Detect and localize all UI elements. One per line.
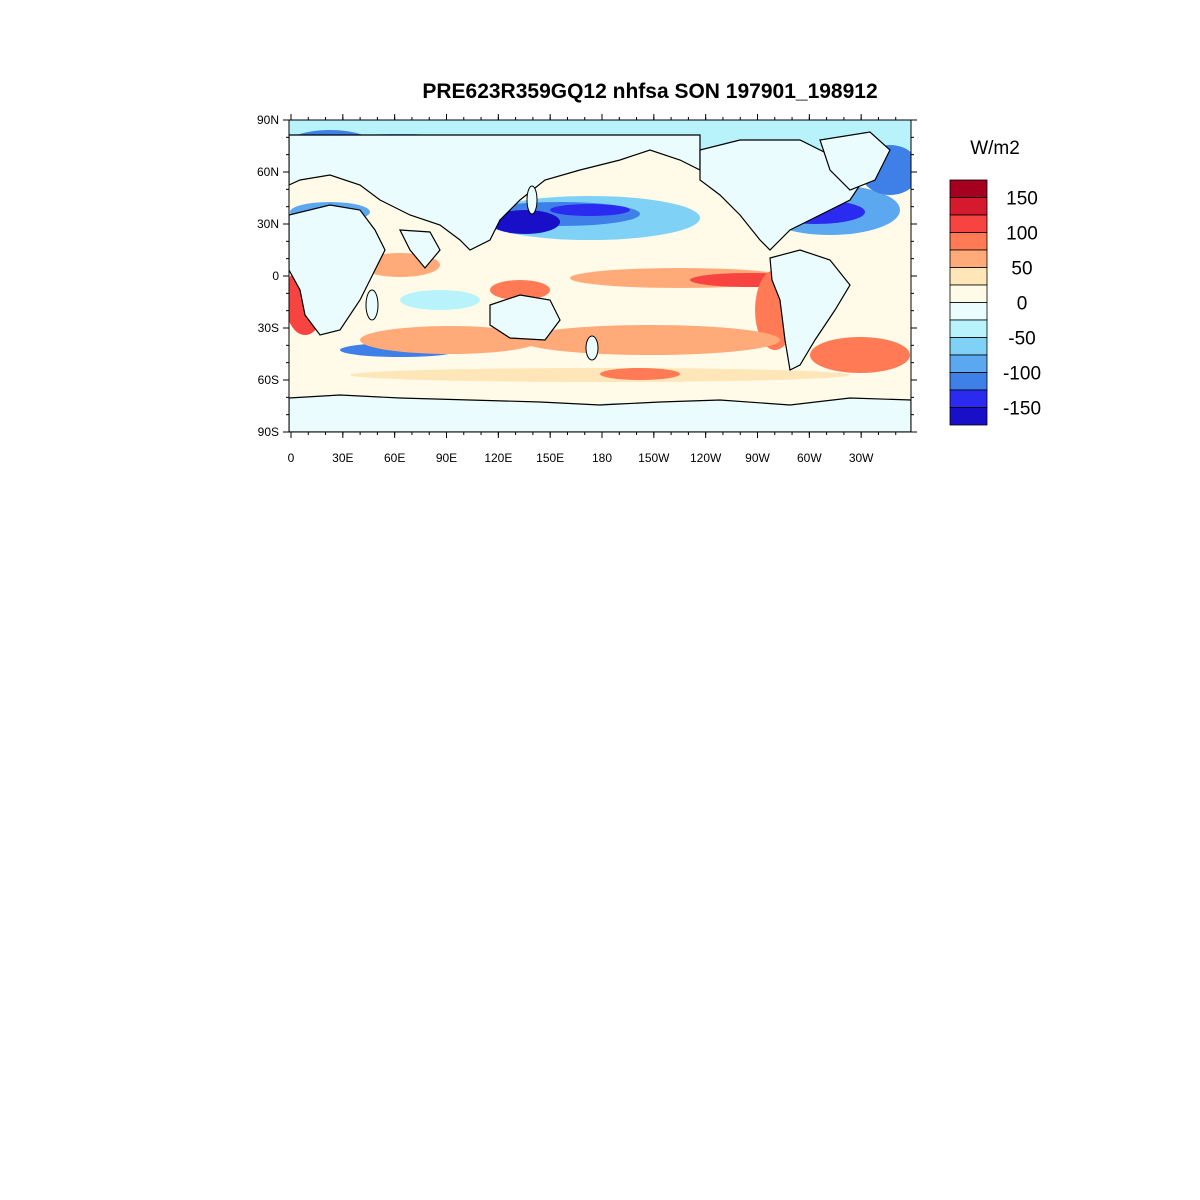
new-zealand-land: [585, 335, 599, 361]
colorbar-swatch: [949, 389, 988, 408]
colorbar-label: 150: [1006, 189, 1038, 210]
colorbar-swatch: [949, 319, 988, 338]
x-tick-label: 120W: [690, 451, 722, 465]
greenland-land: [819, 131, 891, 191]
colorbar-units: W/m2: [970, 138, 1020, 159]
north-america-land: [699, 139, 861, 251]
colorbar-swatch: [949, 232, 988, 251]
colorbar-swatch: [949, 179, 988, 198]
colorbar-swatch: [949, 407, 988, 426]
colorbar-swatch: [949, 354, 988, 373]
south-pacific-band: [520, 325, 780, 355]
southern-band-60s-core: [600, 368, 680, 380]
colorbar-swatch: [949, 337, 988, 356]
south-america-land: [769, 249, 851, 371]
land-masses: [289, 131, 911, 432]
colorbar-swatch: [949, 214, 988, 233]
kuroshio-peak: [490, 210, 560, 234]
indian-ocean-blue: [400, 290, 480, 310]
x-tick-label: 120E: [484, 451, 512, 465]
colorbar-label: -100: [1003, 364, 1041, 385]
eurasia-land: [289, 134, 701, 251]
colorbar-swatch: [949, 302, 988, 321]
x-axis: 0 30E 60E 90E 120E 150E 180 150W 120W 90W 60W 30W: [288, 114, 897, 465]
antarctica-land: [289, 394, 911, 432]
y-tick-label: 90S: [258, 425, 279, 439]
south-indian-band: [360, 326, 540, 354]
colorbar-label: -50: [1008, 329, 1035, 350]
x-tick-label: 150E: [536, 451, 564, 465]
africa-land: [289, 204, 386, 336]
india-land: [398, 229, 441, 269]
colorbar-swatch: [949, 249, 988, 268]
southern-band-60s: [350, 368, 850, 382]
japan-land: [526, 185, 538, 215]
chart-title: PRE623R359GQ12 nhfsa SON 197901_198912: [422, 80, 878, 103]
australia-land: [489, 294, 561, 341]
colorbar-swatch: [949, 284, 988, 303]
y-tick-label: 90N: [257, 113, 279, 127]
colorbar-label: 100: [1006, 224, 1038, 245]
colorbar-label: 0: [1017, 294, 1028, 315]
y-axis: 90N 60N 30N 0 30S 60S 90S: [257, 113, 917, 439]
y-tick-label: 30S: [258, 321, 279, 335]
x-tick-label: 60E: [384, 451, 405, 465]
madagascar-land: [365, 289, 379, 321]
colorbar-label: 50: [1011, 259, 1032, 280]
colorbar-label: -150: [1003, 399, 1041, 420]
x-tick-label: 180: [592, 451, 612, 465]
y-tick-label: 30N: [257, 217, 279, 231]
x-tick-label: 150W: [638, 451, 670, 465]
y-tick-label: 60S: [258, 373, 279, 387]
x-tick-label: 60W: [797, 451, 822, 465]
maritime-continent: [490, 280, 550, 300]
colorbar-swatch: [949, 267, 988, 286]
x-tick-label: 0: [288, 451, 295, 465]
kuroshio-peak-2: [550, 204, 630, 216]
colorbar: 150 100 50 0 -50 -100 -150: [949, 179, 1041, 426]
x-tick-label: 30E: [332, 451, 353, 465]
colorbar-swatch: [949, 197, 988, 216]
x-tick-label: 90W: [745, 451, 770, 465]
south-atlantic-band: [810, 337, 910, 373]
y-tick-label: 0: [272, 269, 279, 283]
x-tick-label: 30W: [849, 451, 874, 465]
x-tick-label: 90E: [436, 451, 457, 465]
y-tick-label: 60N: [257, 165, 279, 179]
colorbar-swatch: [949, 372, 988, 391]
